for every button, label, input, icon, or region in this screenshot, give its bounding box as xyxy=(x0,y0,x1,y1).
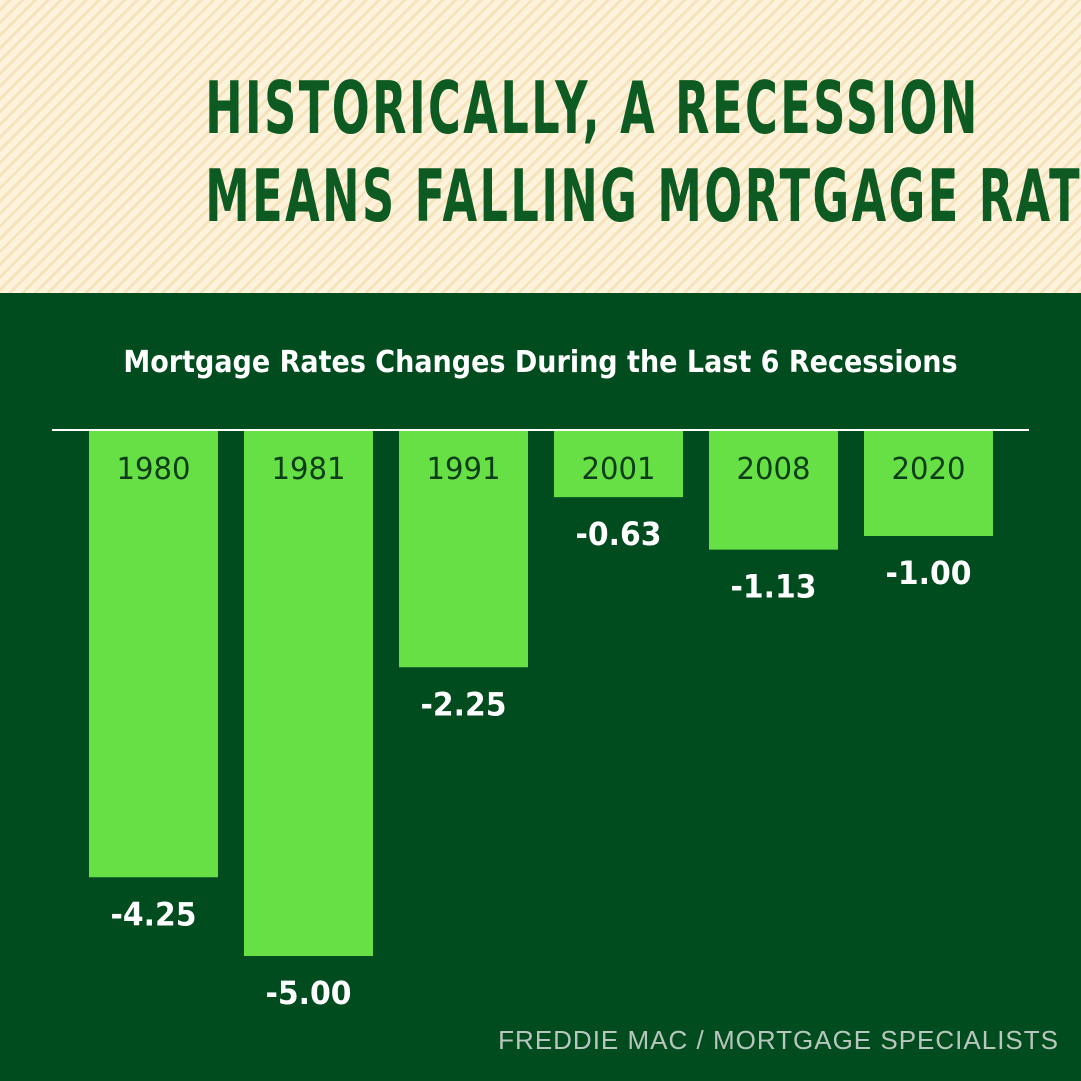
header-banner: HISTORICALLY, A RECESSION MEANS FALLING … xyxy=(0,0,1081,293)
bar-2020 xyxy=(864,431,993,536)
value-label-2020: -1.00 xyxy=(886,554,972,592)
bar-1980 xyxy=(89,431,218,878)
bar-1991 xyxy=(399,431,528,668)
value-label-1991: -2.25 xyxy=(421,685,507,723)
category-label-1981: 1981 xyxy=(272,452,346,487)
category-label-1980: 1980 xyxy=(117,452,191,487)
category-label-2020: 2020 xyxy=(892,452,966,487)
value-label-2008: -1.13 xyxy=(731,568,817,606)
headline-line-1: HISTORICALLY, A RECESSION xyxy=(205,66,980,150)
value-label-2001: -0.63 xyxy=(576,515,662,553)
bar-2008 xyxy=(709,431,838,550)
value-label-1981: -5.00 xyxy=(266,974,352,1012)
category-label-2001: 2001 xyxy=(582,452,656,487)
category-label-2008: 2008 xyxy=(737,452,811,487)
chart-title: Mortgage Rates Changes During the Last 6… xyxy=(123,345,958,380)
value-label-1980: -4.25 xyxy=(111,895,197,933)
category-label-1991: 1991 xyxy=(427,452,501,487)
bar-1981 xyxy=(244,431,373,956)
source-credit: FREDDIE MAC / MORTGAGE SPECIALISTS xyxy=(498,1025,1059,1055)
bar-2001 xyxy=(554,431,683,498)
